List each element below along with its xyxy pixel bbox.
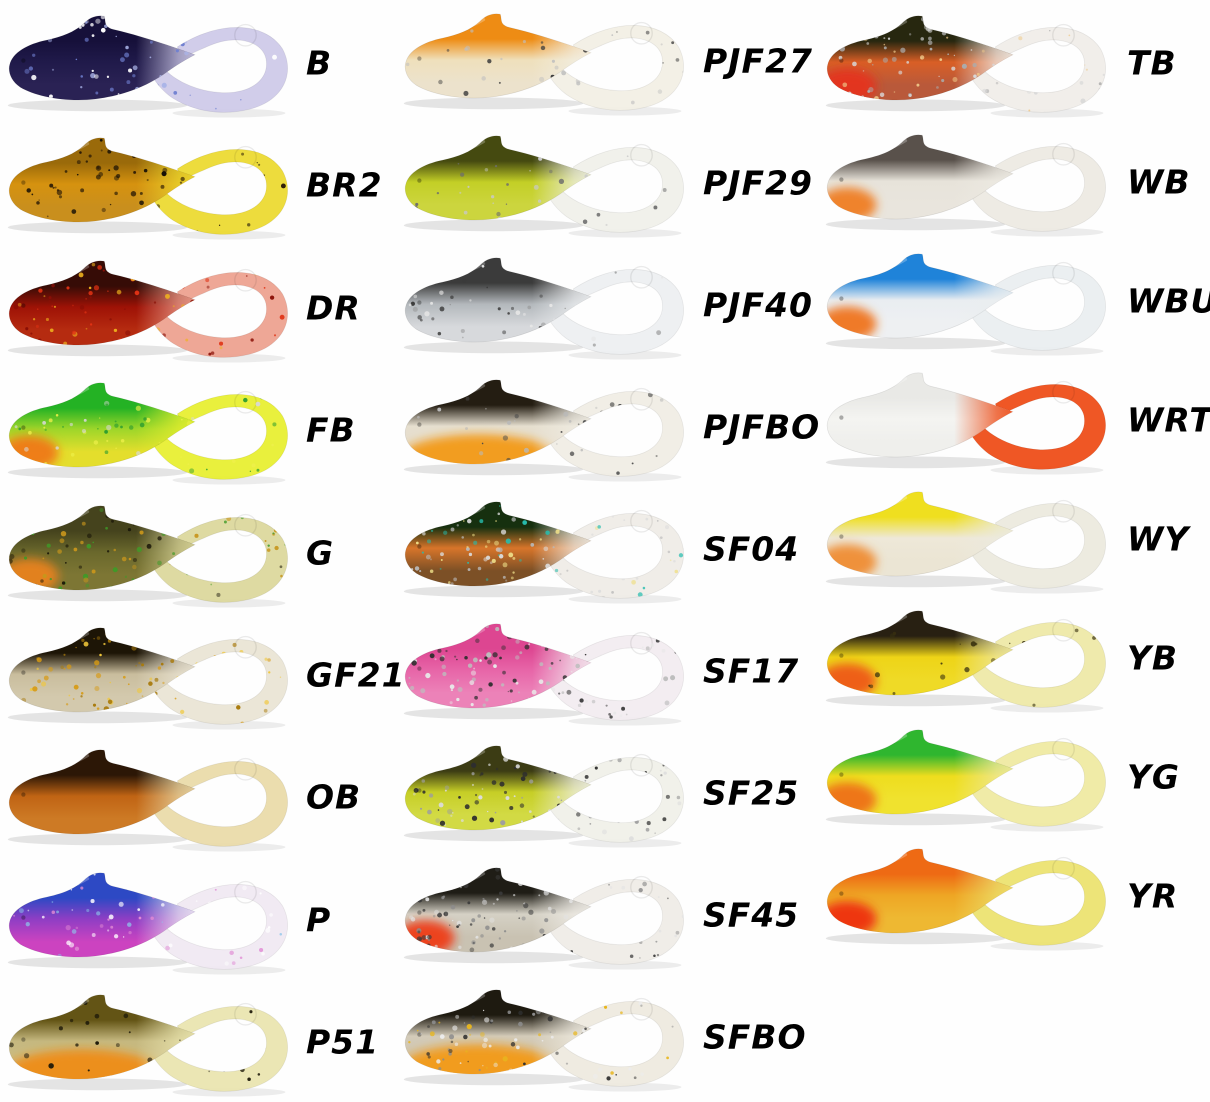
lure-photo: [7, 137, 288, 240]
lure-photo: [7, 505, 288, 608]
lure-code-label: TB: [1127, 43, 1177, 83]
lure-code-label: SFBO: [703, 1017, 807, 1057]
lure-item-sf04: SF04: [396, 490, 836, 608]
lure-item-sf25: SF25: [396, 734, 836, 852]
lure-code-label: WB: [1127, 162, 1191, 202]
lure-code-label: B: [306, 43, 333, 83]
lure-code-label: WBU: [1127, 281, 1210, 321]
lure-item-wy: WY: [818, 480, 1210, 598]
lure-photo: [403, 623, 684, 726]
lure-code-label: SF17: [703, 651, 800, 691]
lure-item-wrt: WRT: [818, 361, 1210, 479]
lure-code-label: P: [306, 900, 332, 940]
lure-item-sf45: SF45: [396, 856, 836, 974]
lure-item-wbu: WBU: [818, 242, 1210, 360]
lure-code-label: BR2: [306, 165, 383, 205]
lure-photo: [825, 372, 1106, 475]
lure-photo: [7, 15, 288, 118]
lure-code-label: YB: [1127, 638, 1179, 678]
lure-photo: [825, 729, 1106, 832]
lure-item-fb: FB: [0, 371, 440, 489]
lure-item-yb: YB: [818, 599, 1210, 717]
lure-code-label: YG: [1127, 757, 1180, 797]
lure-photo: [7, 872, 288, 975]
lure-photo: [825, 15, 1106, 118]
lure-photo: [7, 260, 288, 363]
lure-item-gf21: GF21: [0, 616, 440, 734]
lure-item-sf17: SF17: [396, 612, 836, 730]
lure-item-pjf29: PJF29: [396, 124, 836, 242]
lure-photo: [7, 382, 288, 485]
lure-photo: [825, 848, 1106, 951]
lure-code-label: FB: [306, 410, 356, 450]
lure-photo: [403, 501, 684, 604]
lure-photo: [825, 610, 1106, 713]
lure-photo: [403, 379, 684, 482]
lure-item-g: G: [0, 494, 440, 612]
lure-photo: [403, 745, 684, 848]
lure-item-pjf27: PJF27: [396, 2, 836, 120]
lure-item-b: B: [0, 4, 440, 122]
lure-photo: [825, 253, 1106, 356]
lure-code-label: YR: [1127, 876, 1179, 916]
lure-photo: [403, 135, 684, 238]
lure-item-pjfbo: PJFBO: [396, 368, 836, 486]
lure-code-label: PJF29: [703, 163, 813, 203]
lure-code-label: OB: [306, 777, 362, 817]
lure-code-label: WY: [1127, 519, 1190, 559]
lure-item-p: P: [0, 861, 440, 979]
lure-photo: [403, 989, 684, 1092]
lure-photo: [825, 134, 1106, 237]
lure-code-label: P51: [306, 1022, 380, 1062]
lure-photo: [403, 13, 684, 116]
lure-item-tb: TB: [818, 4, 1210, 122]
lure-code-label: PJF27: [703, 41, 813, 81]
lure-item-pjf40: PJF40: [396, 246, 836, 364]
lure-item-yg: YG: [818, 718, 1210, 836]
lure-code-label: DR: [306, 288, 361, 328]
lure-code-label: PJFBO: [703, 407, 821, 447]
lure-code-label: G: [306, 533, 335, 573]
lure-photo: [7, 627, 288, 730]
lure-item-yr: YR: [818, 837, 1210, 955]
lure-code-label: SF25: [703, 773, 800, 813]
lure-code-label: SF04: [703, 529, 800, 569]
lure-photo: [825, 491, 1106, 594]
lure-item-sfbo: SFBO: [396, 978, 836, 1096]
lure-code-label: WRT: [1127, 400, 1210, 440]
lure-item-dr: DR: [0, 249, 440, 367]
lure-item-ob: OB: [0, 738, 440, 856]
lure-photo: [7, 749, 288, 852]
lure-code-label: GF21: [306, 655, 406, 695]
lure-photo: [403, 867, 684, 970]
lure-item-br2: BR2: [0, 126, 440, 244]
lure-item-p51: P51: [0, 983, 440, 1101]
lure-photo: [403, 257, 684, 360]
lure-photo: [7, 994, 288, 1097]
lure-code-label: PJF40: [703, 285, 813, 325]
lure-code-label: SF45: [703, 895, 800, 935]
lure-item-wb: WB: [818, 123, 1210, 241]
